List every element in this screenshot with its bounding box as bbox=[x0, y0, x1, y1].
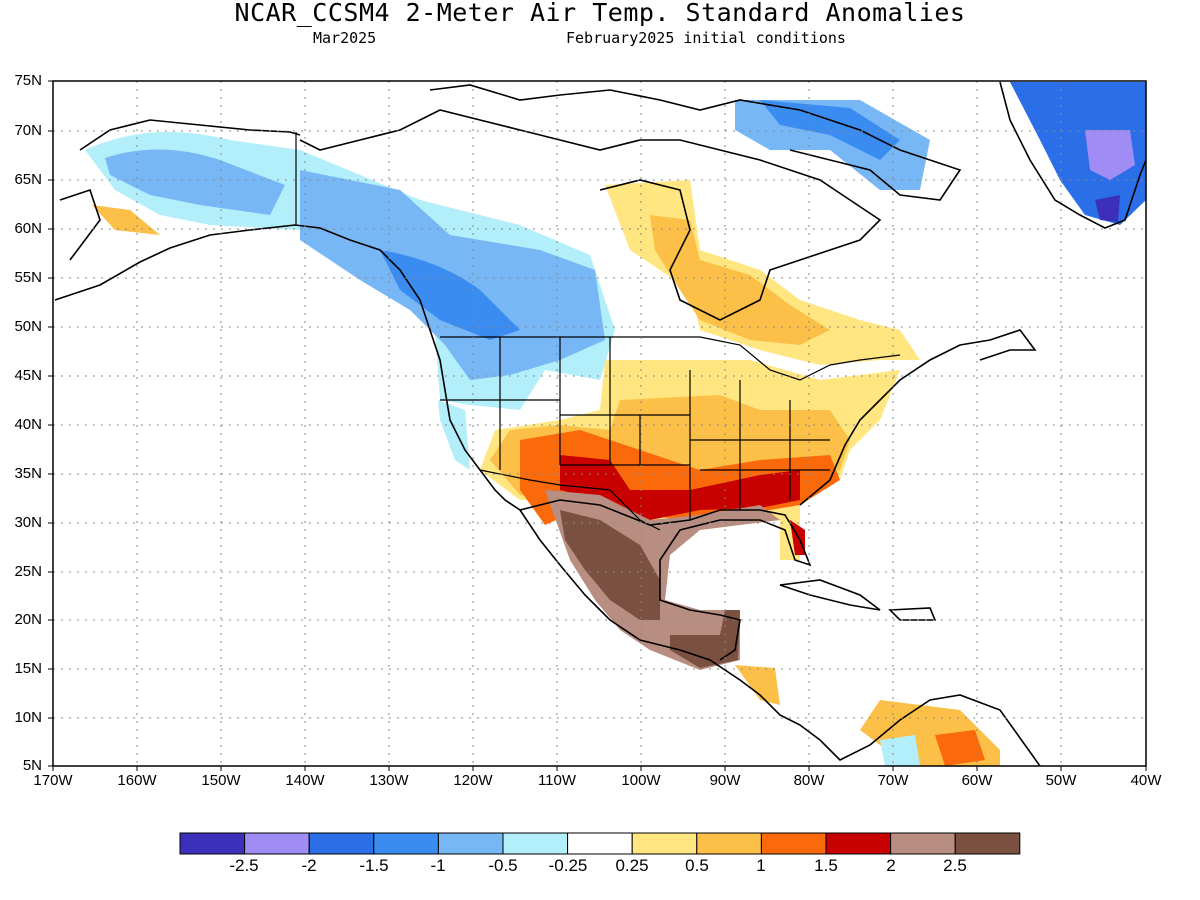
colorbar-swatch bbox=[954, 832, 1021, 855]
lat-label: 35N bbox=[14, 465, 42, 482]
colorbar-swatch bbox=[760, 832, 827, 855]
forecast-month: Mar2025 bbox=[313, 29, 377, 47]
colorbar-swatch bbox=[244, 832, 310, 855]
colorbar bbox=[179, 832, 1021, 855]
state-lines bbox=[440, 337, 830, 520]
colorbar-swatch bbox=[631, 832, 698, 855]
lat-label: 50N bbox=[14, 318, 42, 335]
lon-label: 70W bbox=[877, 772, 909, 789]
lat-label: 5N bbox=[22, 757, 42, 774]
lat-label: 15N bbox=[14, 660, 42, 677]
colorbar-label: -0.5 bbox=[488, 856, 518, 875]
colorbar-label: 2.5 bbox=[943, 856, 967, 875]
colorbar-label: -2.5 bbox=[229, 856, 259, 875]
coastline-greenland bbox=[999, 81, 1146, 229]
cool-region-greenland bbox=[1010, 82, 1146, 225]
lon-label: 50W bbox=[1045, 772, 1077, 789]
axis-ticks bbox=[48, 80, 1147, 771]
lon-label: 80W bbox=[793, 772, 825, 789]
cool-region-baffin-inner bbox=[760, 100, 900, 160]
colorbar-swatch bbox=[567, 832, 633, 855]
coastline-hudson bbox=[299, 109, 882, 321]
anomaly-shading bbox=[85, 82, 1146, 766]
warm-region-mexico-south bbox=[670, 610, 740, 668]
lat-label: 65N bbox=[14, 171, 42, 188]
colorbar-swatch bbox=[696, 832, 762, 855]
lat-label: 60N bbox=[14, 220, 42, 237]
lon-label: 60W bbox=[961, 772, 993, 789]
colorbar-label: 0.5 bbox=[685, 856, 709, 875]
colorbar-label: 2 bbox=[886, 856, 896, 875]
map-frame bbox=[52, 80, 1147, 767]
lon-label: 90W bbox=[709, 772, 741, 789]
colorbar-label: 1.5 bbox=[814, 856, 838, 875]
cool-region-greenland-tip bbox=[1095, 195, 1120, 222]
cool-region-bc-core bbox=[380, 250, 520, 340]
lon-label: 100W bbox=[621, 772, 661, 789]
lat-label: 70N bbox=[14, 122, 42, 139]
warm-region-hudson-inner bbox=[650, 215, 830, 345]
cool-region-sa bbox=[880, 735, 920, 766]
colorbar-swatch bbox=[437, 832, 504, 855]
border-us-canada bbox=[440, 336, 901, 381]
lon-label: 130W bbox=[369, 772, 409, 789]
colorbar-swatch bbox=[308, 832, 375, 855]
coastline-alaska bbox=[59, 119, 301, 261]
lon-label: 40W bbox=[1130, 772, 1162, 789]
colorbar-swatch bbox=[825, 832, 892, 855]
lat-label: 10N bbox=[14, 709, 42, 726]
coastline-east bbox=[799, 329, 1037, 506]
colorbar-label: -1 bbox=[430, 856, 446, 875]
warm-region-sw-alaska bbox=[92, 205, 160, 235]
lon-label: 120W bbox=[453, 772, 493, 789]
colorbar-label: 0.25 bbox=[615, 856, 649, 875]
political-borders bbox=[295, 132, 901, 531]
lon-label: 170W bbox=[33, 772, 73, 789]
cool-region-west-coast bbox=[438, 400, 470, 470]
colorbar-swatch bbox=[373, 832, 439, 855]
coastlines bbox=[54, 81, 1146, 766]
colorbar-swatch bbox=[890, 832, 956, 855]
colorbar-label: -1.5 bbox=[359, 856, 389, 875]
colorbar-label: 1 bbox=[756, 856, 766, 875]
warm-region-central-america bbox=[735, 665, 780, 705]
lat-label: 55N bbox=[14, 269, 42, 286]
lon-label: 110W bbox=[537, 772, 577, 789]
lon-label: 140W bbox=[285, 772, 325, 789]
lat-label: 30N bbox=[14, 514, 42, 531]
map-title: NCAR_CCSM4 2-Meter Air Temp. Standard An… bbox=[234, 0, 966, 27]
lat-label: 45N bbox=[14, 367, 42, 384]
cool-region-greenland-core bbox=[1085, 130, 1135, 180]
warm-region-mexico-brown bbox=[560, 510, 660, 620]
initial-conditions: February2025 initial conditions bbox=[566, 29, 846, 47]
cool-region-alaska-inner bbox=[105, 149, 285, 215]
coastline-cuba bbox=[779, 579, 881, 611]
lon-label: 150W bbox=[201, 772, 241, 789]
lat-label: 25N bbox=[14, 563, 42, 580]
colorbar-label: -2 bbox=[301, 856, 317, 875]
lat-label: 20N bbox=[14, 611, 42, 628]
lat-label: 75N bbox=[14, 72, 42, 89]
lat-label: 40N bbox=[14, 416, 42, 433]
colorbar-swatch bbox=[179, 832, 246, 855]
colorbar-label: -0.25 bbox=[548, 856, 588, 875]
lon-label: 160W bbox=[117, 772, 157, 789]
warm-region-sa-core bbox=[935, 730, 985, 766]
coastline-north-america bbox=[54, 224, 1041, 766]
coastline-arctic-islands bbox=[429, 84, 962, 201]
colorbar-swatch bbox=[502, 832, 569, 855]
border-us-mexico bbox=[479, 469, 661, 531]
